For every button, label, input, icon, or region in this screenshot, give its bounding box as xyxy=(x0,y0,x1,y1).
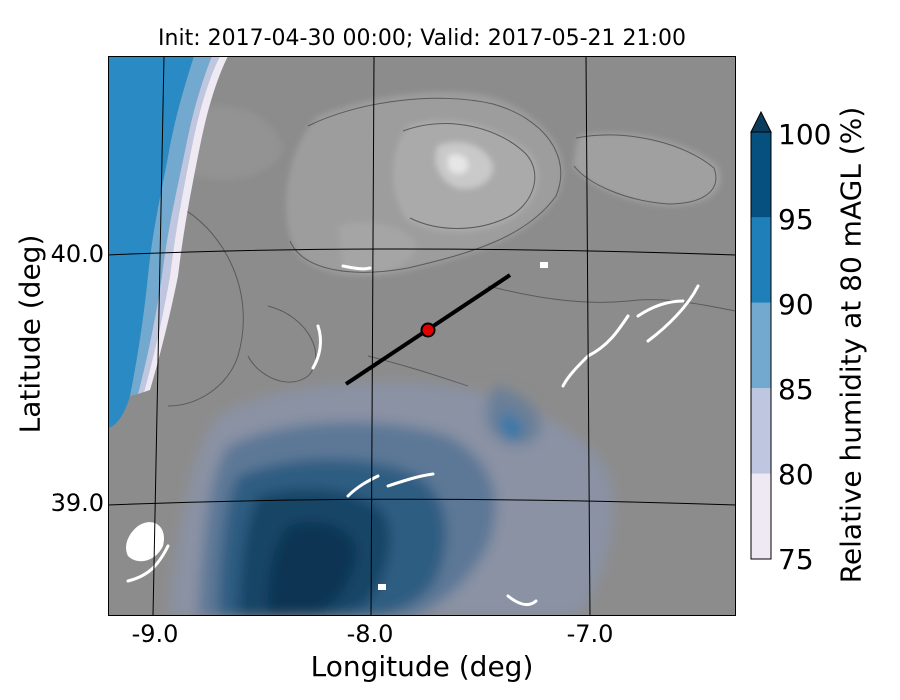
colorbar-tick-90: 90 xyxy=(778,288,814,321)
contour-lines xyxy=(167,97,736,407)
colorbar-tick-85: 85 xyxy=(778,373,814,406)
rivers xyxy=(126,264,700,607)
colorbar-tick-95: 95 xyxy=(778,203,814,236)
colorbar-segment xyxy=(751,132,771,218)
colorbar-segment xyxy=(751,217,771,303)
colorbar-tick-100: 100 xyxy=(778,118,832,151)
x-tick-minus7: -7.0 xyxy=(566,620,614,648)
colorbar-tick-75: 75 xyxy=(778,543,814,576)
x-tick-minus9: -9.0 xyxy=(131,620,179,648)
map-title: Init: 2017-04-30 00:00; Valid: 2017-05-2… xyxy=(158,26,686,51)
colorbar-segment xyxy=(751,302,771,389)
colorbar-outline xyxy=(750,131,772,560)
colorbar-svg xyxy=(750,110,772,560)
map-panel xyxy=(108,56,736,616)
x-tick-minus8: -8.0 xyxy=(346,620,394,648)
x-axis-label: Longitude (deg) xyxy=(310,650,534,683)
colorbar-extend-arrow xyxy=(750,110,772,133)
graticule xyxy=(108,56,736,616)
colorbar-segment xyxy=(751,473,771,559)
ocean xyxy=(108,56,228,428)
colorbar-segment xyxy=(751,388,771,474)
map-canvas xyxy=(108,56,736,616)
y-tick-39: 39.0 xyxy=(50,489,104,517)
site-marker[interactable] xyxy=(420,322,436,338)
colorbar xyxy=(750,110,772,560)
colorbar-tick-80: 80 xyxy=(778,458,814,491)
y-tick-40: 40.0 xyxy=(50,240,104,268)
